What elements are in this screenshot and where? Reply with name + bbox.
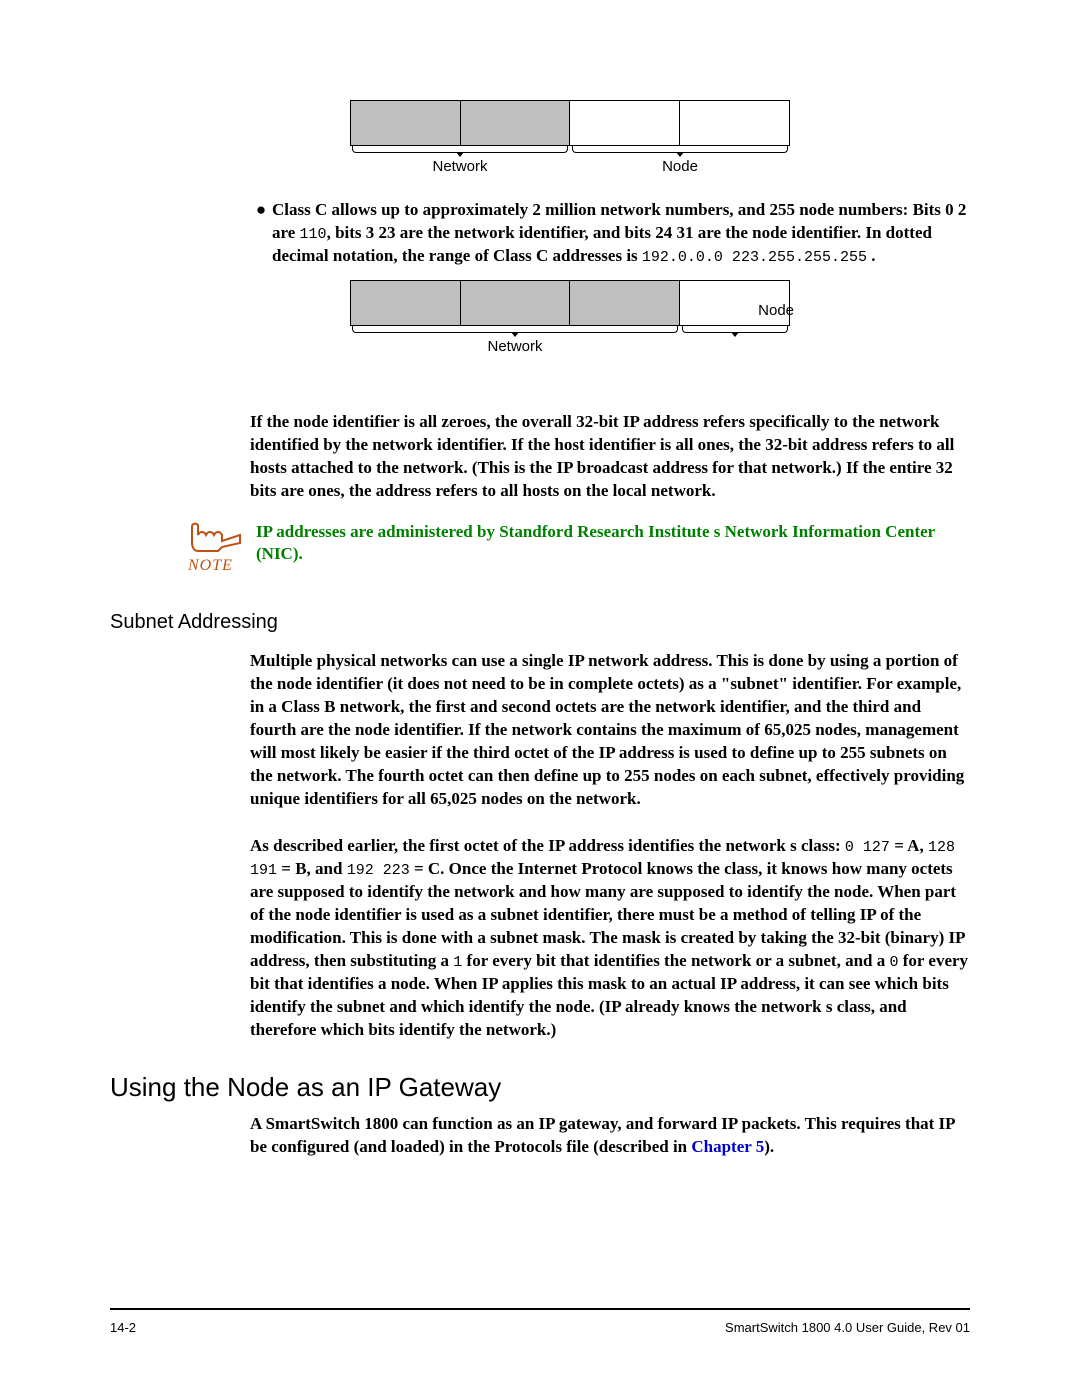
octet-cell [570,101,680,145]
code-run: 192 223 [347,862,410,879]
diagram-row [350,100,790,146]
bracket-network: Network [350,146,570,175]
text-run: for every bit that identifies the networ… [462,951,889,970]
content-column: A SmartSwitch 1800 can function as an IP… [250,1113,970,1159]
text-run: ). [764,1137,774,1156]
bracket-label: Network [487,338,542,355]
note-block: NOTE IP addresses are administered by St… [250,521,970,575]
pointing-hand-icon [188,521,244,555]
bracket-label: Network [432,158,487,175]
text-run: . [867,246,876,265]
content-column: Network Node ● Class C allows up to appr… [250,100,970,503]
class-c-diagram: Network Node [350,280,790,355]
page: Network Node ● Class C allows up to appr… [0,0,1080,1397]
note-icon-block: NOTE [188,521,250,575]
octet-cell [461,281,571,325]
bracket-network: Network [350,326,680,355]
code-run: 192.0.0.0 223.255.255.255 [642,249,867,266]
chapter-link[interactable]: Chapter 5 [691,1137,764,1156]
octet-cell [680,101,790,145]
octet-cell [351,281,461,325]
content-column: Multiple physical networks can use a sin… [250,650,970,1042]
bracket-row: Network Node [350,146,790,175]
text-run: = A, [890,836,928,855]
note-text: IP addresses are administered by Standfo… [250,521,970,565]
page-number: 14-2 [110,1320,136,1335]
octet-cell [570,281,680,325]
subnet-heading: Subnet Addressing [110,611,970,634]
gateway-paragraph: A SmartSwitch 1800 can function as an IP… [250,1113,970,1159]
code-run: 0 [890,954,899,971]
page-footer: 14-2 SmartSwitch 1800 4.0 User Guide, Re… [110,1308,970,1335]
octet-cell [461,101,571,145]
footer-rule [110,1308,970,1310]
bracket-row: Network [350,326,790,355]
bracket-label: Node [662,158,698,175]
broadcast-paragraph: If the node identifier is all zeroes, th… [250,411,970,503]
class-c-bullet: ● Class C allows up to approximately 2 m… [250,199,970,268]
code-run: 0 127 [845,839,890,856]
bullet-marker: ● [250,199,272,268]
text-run: A SmartSwitch 1800 can function as an IP… [250,1114,955,1156]
diagram-row [350,280,790,326]
text-run: As described earlier, the first octet of… [250,836,845,855]
code-run: 1 [453,954,462,971]
node-label-above: Node [758,302,794,319]
note-label: NOTE [188,557,250,575]
text-run: = B, and [277,859,347,878]
bracket-node: Node [570,146,790,175]
bullet-item: ● Class C allows up to approximately 2 m… [250,199,970,268]
class-b-diagram: Network Node [350,100,790,175]
gateway-heading: Using the Node as an IP Gateway [110,1072,970,1103]
octet-cell [351,101,461,145]
mask-paragraph: As described earlier, the first octet of… [250,835,970,1042]
bullet-text: Class C allows up to approximately 2 mil… [272,199,970,268]
footer-row: 14-2 SmartSwitch 1800 4.0 User Guide, Re… [110,1320,970,1335]
subnet-paragraph: Multiple physical networks can use a sin… [250,650,970,811]
doc-title: SmartSwitch 1800 4.0 User Guide, Rev 01 [725,1320,970,1335]
code-run: 110 [300,226,327,243]
bracket-node [680,326,790,355]
